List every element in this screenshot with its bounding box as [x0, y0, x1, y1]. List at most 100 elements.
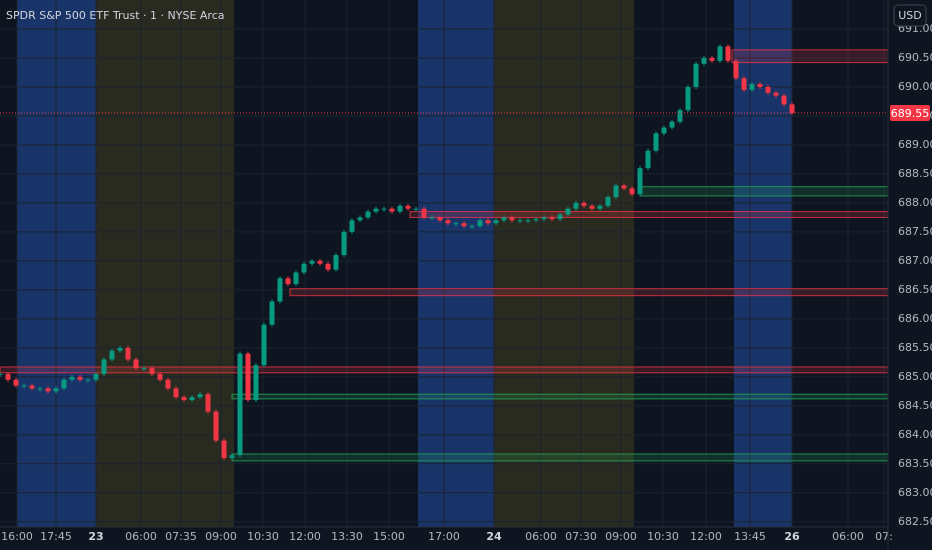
candle — [325, 263, 331, 270]
zone — [0, 366, 889, 374]
x-tick-label: 13:30 — [331, 530, 363, 543]
x-tick-label: 17:00 — [428, 530, 460, 543]
x-tick-label: 12:00 — [690, 530, 722, 543]
candle — [405, 205, 411, 209]
y-tick-label: 685.00 — [898, 370, 932, 383]
candle — [645, 150, 651, 169]
x-tick-label: 06:00 — [525, 530, 557, 543]
x-tick-label: 23 — [88, 530, 103, 543]
candle — [157, 373, 163, 380]
zone — [731, 49, 889, 64]
candle — [85, 379, 91, 381]
candle — [141, 368, 147, 370]
candle — [589, 205, 595, 209]
y-tick-label: 690.50 — [898, 51, 932, 64]
candle — [701, 57, 707, 64]
candle — [741, 78, 747, 90]
candle — [509, 217, 515, 221]
candle — [53, 388, 59, 392]
y-tick-label: 689.00 — [898, 138, 932, 151]
candle — [309, 260, 315, 264]
chart-title: SPDR S&P 500 ETF Trust · 1 · NYSE Arca — [6, 9, 225, 22]
candle — [549, 217, 555, 220]
candle — [437, 217, 443, 221]
zone — [231, 393, 889, 400]
zone — [409, 211, 889, 218]
candle — [333, 255, 339, 270]
candle — [789, 104, 795, 114]
candle — [453, 223, 459, 225]
last-price-box — [890, 105, 930, 122]
candle — [573, 202, 579, 209]
candle — [261, 324, 267, 366]
y-tick-label: 683.50 — [898, 457, 932, 470]
candle — [757, 84, 763, 87]
candle — [285, 278, 291, 285]
candle — [717, 46, 723, 61]
candle — [189, 397, 195, 401]
candle — [749, 84, 755, 90]
candle — [0, 373, 3, 375]
candle — [565, 208, 571, 215]
x-tick-label: 10:30 — [647, 530, 679, 543]
candle — [629, 188, 635, 195]
x-tick-label: 26 — [784, 530, 800, 543]
candle — [29, 385, 35, 389]
candle — [413, 208, 419, 210]
candle — [421, 208, 427, 218]
x-tick-label: 16:00 — [1, 530, 33, 543]
candle — [525, 220, 531, 222]
candle — [61, 379, 67, 389]
x-tick-label: 06:00 — [832, 530, 864, 543]
y-tick-label: 685.50 — [898, 341, 932, 354]
candle — [221, 440, 227, 459]
y-tick-label: 683.00 — [898, 486, 932, 499]
currency-button[interactable] — [893, 4, 927, 27]
candle — [69, 376, 75, 380]
candle — [229, 455, 235, 459]
x-tick-label: 09:00 — [205, 530, 237, 543]
candle — [389, 208, 395, 212]
candle — [557, 214, 563, 220]
candle — [133, 359, 139, 369]
y-tick-label: 684.50 — [898, 399, 932, 412]
candle — [709, 57, 715, 61]
currency-label[interactable]: USD — [898, 9, 922, 22]
x-tick-label: 07:30 — [565, 530, 597, 543]
candle — [109, 350, 115, 360]
x-tick-label: 06:00 — [125, 530, 157, 543]
candle — [293, 272, 299, 285]
y-tick-label: 688.00 — [898, 196, 932, 209]
candle — [269, 301, 275, 325]
y-tick-label: 682.50 — [898, 515, 932, 528]
candle — [149, 368, 155, 374]
candle — [693, 63, 699, 87]
candle — [45, 388, 51, 392]
candle — [485, 220, 491, 224]
candle — [533, 219, 539, 221]
zone — [289, 288, 889, 297]
candle — [477, 220, 483, 227]
candle — [101, 359, 107, 374]
candle — [5, 373, 11, 380]
candle — [661, 127, 667, 134]
candle — [357, 217, 363, 221]
y-tick-label: 690.00 — [898, 80, 932, 93]
candle — [213, 411, 219, 441]
candle — [501, 217, 507, 221]
candle — [397, 205, 403, 212]
candle — [653, 133, 659, 151]
candle — [581, 202, 587, 206]
candle — [765, 86, 771, 93]
candle — [93, 373, 99, 380]
candle — [381, 208, 387, 210]
candle — [237, 353, 243, 456]
candle — [669, 121, 675, 128]
session-band — [418, 0, 494, 527]
session-band — [96, 0, 234, 527]
candle — [445, 220, 451, 224]
candle — [165, 379, 171, 389]
candle — [301, 263, 307, 273]
candle — [429, 217, 435, 219]
